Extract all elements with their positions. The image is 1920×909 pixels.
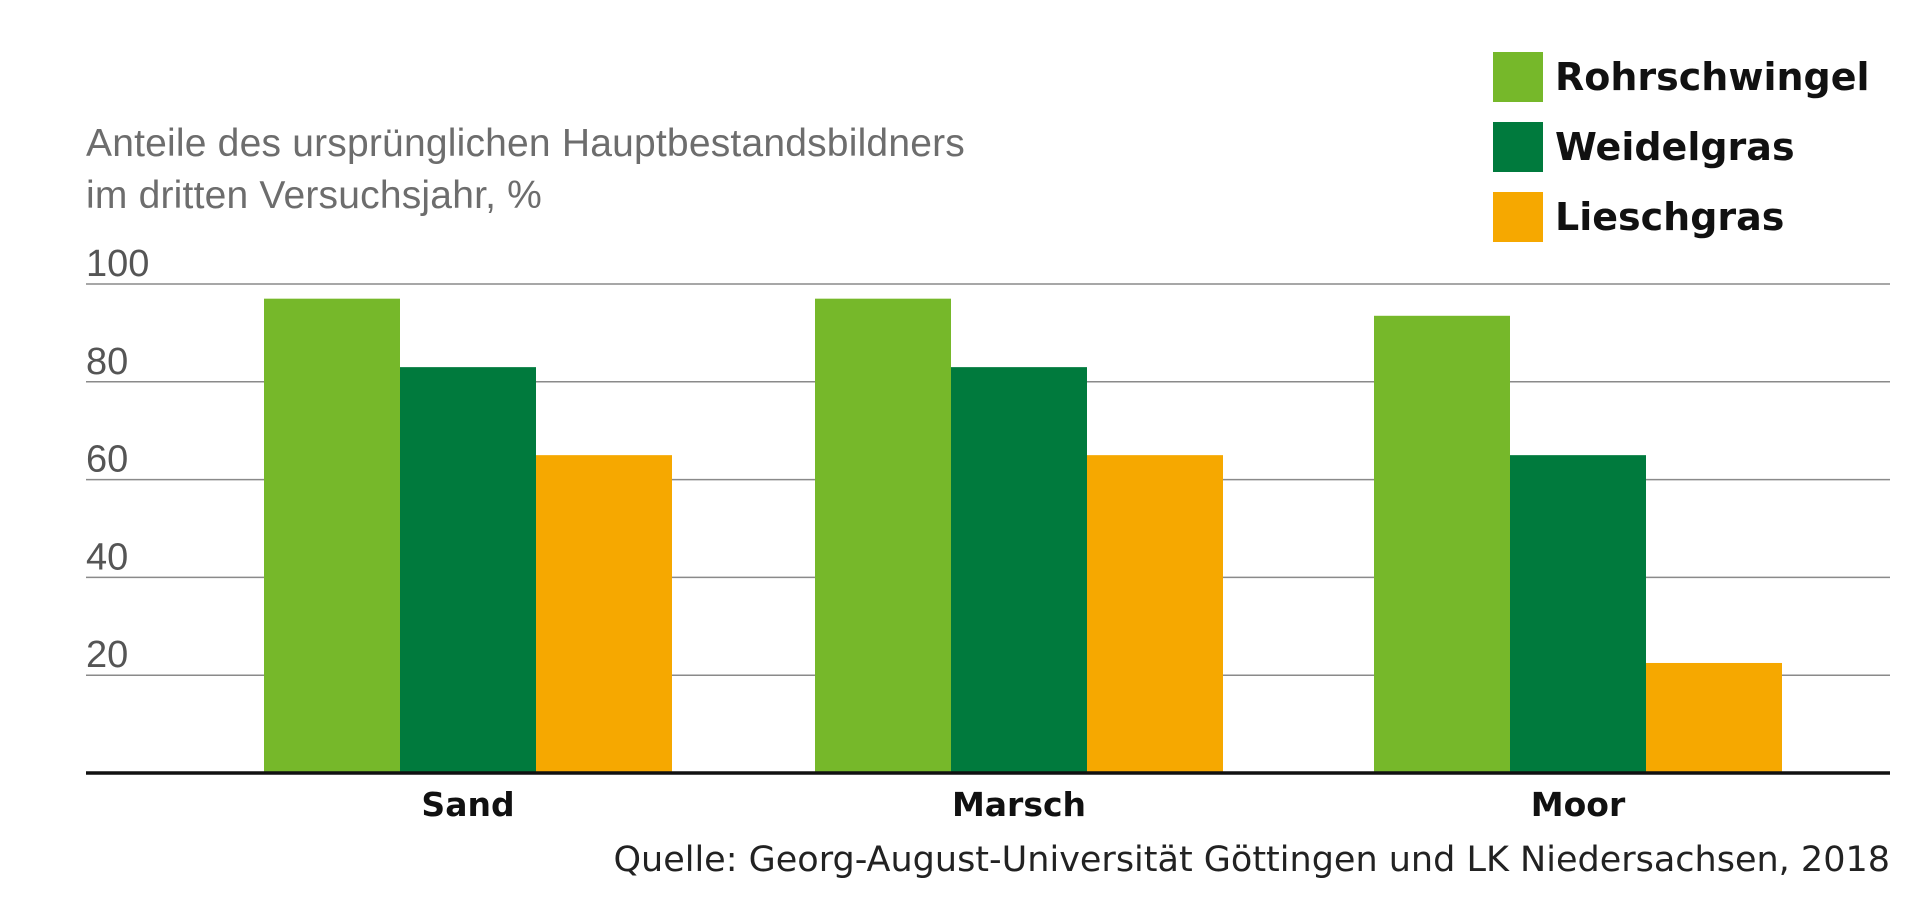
legend-label-lieschgras: Lieschgras xyxy=(1555,195,1785,239)
y-tick-label-20: 20 xyxy=(86,634,128,676)
bar-moor-weidelgras xyxy=(1510,455,1646,773)
legend-item-lieschgras: Lieschgras xyxy=(1493,192,1870,242)
category-label-moor: Moor xyxy=(1531,785,1626,824)
legend-item-rohrschwingel: Rohrschwingel xyxy=(1493,52,1870,102)
legend-swatch-lieschgras xyxy=(1493,192,1543,242)
bar-marsch-rohrschwingel xyxy=(815,298,951,773)
y-tick-labels: 20 40 60 80 100 xyxy=(86,243,149,676)
y-axis-label: Anteile des ursprünglichen Hauptbestands… xyxy=(86,118,965,222)
bar-sand-rohrschwingel xyxy=(264,298,400,773)
legend-swatch-rohrschwingel xyxy=(1493,52,1543,102)
legend-label-weidelgras: Weidelgras xyxy=(1555,125,1795,169)
y-tick-label-80: 80 xyxy=(86,341,128,383)
bar-moor-rohrschwingel xyxy=(1374,315,1510,773)
bar-sand-weidelgras xyxy=(400,367,536,773)
bar-marsch-lieschgras xyxy=(1087,455,1223,773)
legend-swatch-weidelgras xyxy=(1493,122,1543,172)
y-axis-label-line-2: im dritten Versuchsjahr, % xyxy=(86,174,543,217)
y-tick-label-60: 60 xyxy=(86,439,128,481)
y-axis-label-line-1: Anteile des ursprünglichen Hauptbestands… xyxy=(86,122,965,165)
bars xyxy=(264,298,1782,773)
legend-label-rohrschwingel: Rohrschwingel xyxy=(1555,55,1870,99)
y-tick-label-40: 40 xyxy=(86,536,128,578)
category-labels: Sand Marsch Moor xyxy=(421,785,1626,824)
category-label-marsch: Marsch xyxy=(952,785,1086,824)
bar-sand-lieschgras xyxy=(536,455,672,773)
category-label-sand: Sand xyxy=(421,785,514,824)
legend-item-weidelgras: Weidelgras xyxy=(1493,122,1870,172)
bar-marsch-weidelgras xyxy=(951,367,1087,773)
y-tick-label-100: 100 xyxy=(86,243,149,285)
source-note: Quelle: Georg-August-Universität Götting… xyxy=(613,840,1890,880)
legend: Rohrschwingel Weidelgras Lieschgras xyxy=(1493,52,1870,262)
bar-moor-lieschgras xyxy=(1646,662,1782,773)
